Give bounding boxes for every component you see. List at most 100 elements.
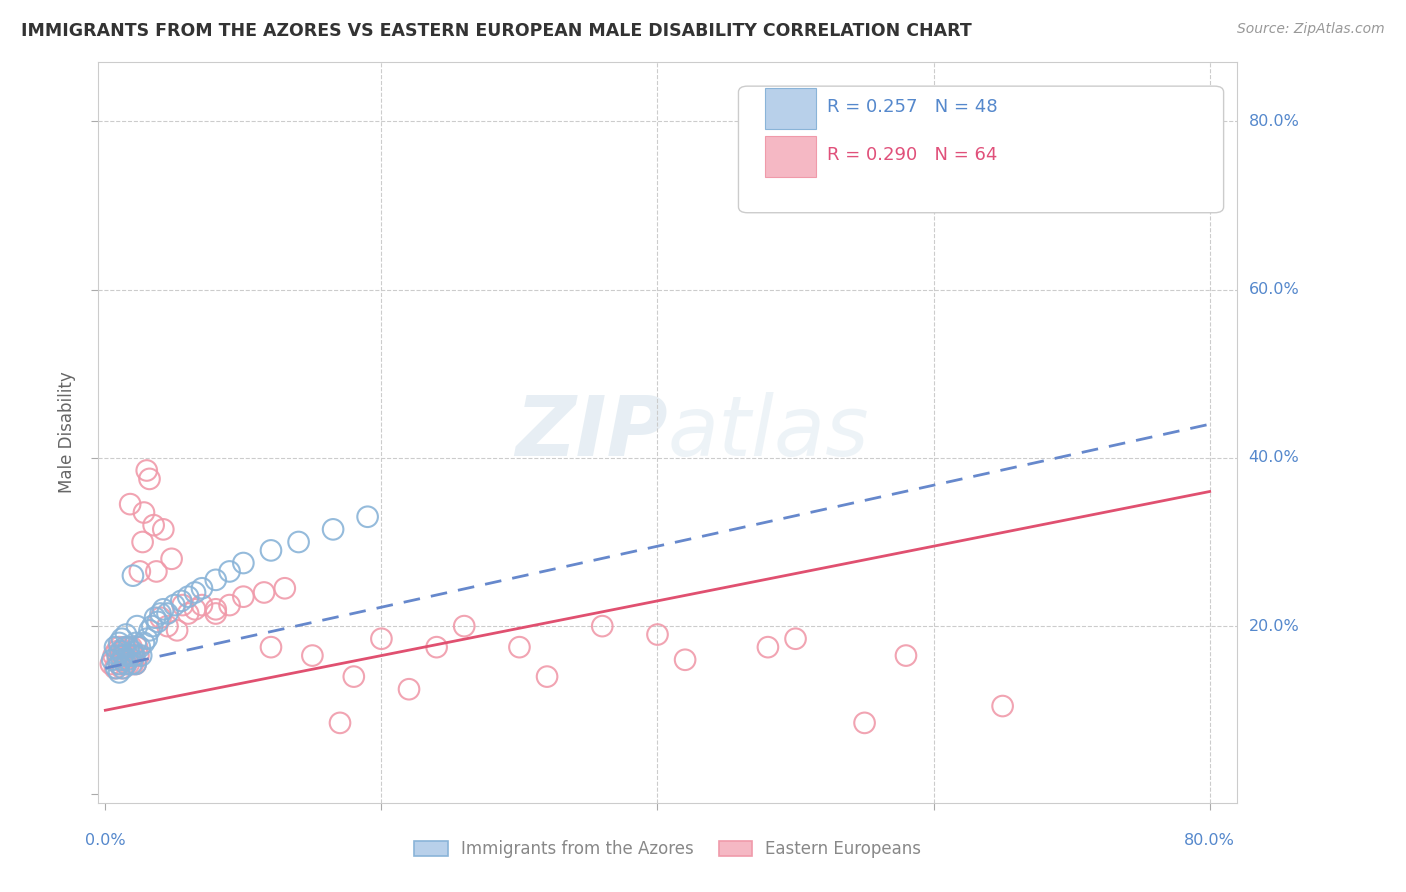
Point: [117, 653, 139, 667]
Point: [122, 657, 145, 671]
Y-axis label: Male Disability: Male Disability: [58, 372, 76, 493]
Point: [132, 506, 155, 520]
Point: [160, 551, 183, 566]
Point: [536, 670, 558, 684]
Point: [104, 640, 127, 655]
Point: [100, 657, 122, 671]
Point: [141, 619, 163, 633]
Point: [138, 624, 160, 638]
Point: [108, 640, 131, 655]
Point: [894, 648, 917, 663]
Point: [114, 640, 136, 655]
Point: [127, 648, 149, 663]
Point: [118, 657, 141, 671]
Text: 80.0%: 80.0%: [1184, 833, 1234, 848]
Point: [260, 640, 283, 655]
Legend: Immigrants from the Azores, Eastern Europeans: Immigrants from the Azores, Eastern Euro…: [408, 833, 928, 865]
Point: [177, 607, 200, 621]
Point: [184, 585, 207, 599]
Point: [120, 648, 142, 663]
Point: [673, 653, 696, 667]
Point: [152, 522, 174, 536]
Point: [125, 657, 148, 671]
Bar: [765, 136, 815, 178]
Text: 0.0%: 0.0%: [84, 833, 125, 848]
Text: 60.0%: 60.0%: [1249, 282, 1299, 297]
Point: [110, 648, 132, 663]
Point: [426, 640, 449, 655]
Point: [122, 644, 145, 658]
Point: [647, 627, 669, 641]
Point: [118, 640, 141, 655]
Point: [135, 463, 157, 477]
Point: [785, 632, 807, 646]
Point: [128, 565, 150, 579]
Point: [253, 585, 276, 599]
Point: [111, 661, 134, 675]
Point: [508, 640, 530, 655]
Point: [114, 653, 136, 667]
Point: [232, 556, 254, 570]
Point: [103, 648, 125, 663]
Text: R = 0.290   N = 64: R = 0.290 N = 64: [827, 146, 998, 164]
Point: [287, 535, 309, 549]
Point: [112, 661, 135, 675]
Text: 80.0%: 80.0%: [1249, 114, 1299, 128]
Point: [132, 636, 155, 650]
Point: [172, 598, 194, 612]
Point: [110, 644, 132, 658]
Point: [111, 632, 134, 646]
Point: [121, 640, 143, 655]
Point: [115, 657, 138, 671]
Point: [142, 518, 165, 533]
Point: [122, 648, 145, 663]
Point: [112, 648, 135, 663]
Point: [135, 632, 157, 646]
Point: [108, 657, 131, 671]
Point: [398, 682, 420, 697]
Point: [232, 590, 254, 604]
Text: 20.0%: 20.0%: [1249, 619, 1299, 633]
Point: [149, 610, 172, 624]
Point: [112, 644, 135, 658]
Point: [143, 610, 166, 624]
Point: [105, 661, 128, 675]
Point: [166, 624, 188, 638]
Point: [156, 619, 179, 633]
Point: [107, 648, 129, 663]
Point: [591, 619, 613, 633]
Text: IMMIGRANTS FROM THE AZORES VS EASTERN EUROPEAN MALE DISABILITY CORRELATION CHART: IMMIGRANTS FROM THE AZORES VS EASTERN EU…: [21, 22, 972, 40]
Point: [370, 632, 392, 646]
Point: [343, 670, 366, 684]
Bar: [765, 88, 815, 129]
Point: [149, 607, 172, 621]
Point: [107, 653, 129, 667]
Point: [101, 653, 124, 667]
Point: [156, 607, 179, 621]
Point: [124, 648, 146, 663]
Text: R = 0.257   N = 48: R = 0.257 N = 48: [827, 98, 998, 116]
Point: [125, 619, 148, 633]
Point: [115, 627, 138, 641]
Point: [125, 640, 148, 655]
Point: [115, 657, 138, 671]
Text: atlas: atlas: [668, 392, 869, 473]
Point: [260, 543, 283, 558]
FancyBboxPatch shape: [738, 87, 1223, 212]
Point: [128, 640, 150, 655]
Point: [853, 715, 876, 730]
Point: [329, 715, 352, 730]
Point: [356, 509, 378, 524]
Point: [104, 661, 127, 675]
Point: [756, 640, 779, 655]
Point: [120, 497, 142, 511]
Point: [322, 522, 344, 536]
Point: [108, 665, 131, 680]
Point: [274, 581, 297, 595]
Point: [204, 573, 226, 587]
Point: [184, 602, 207, 616]
Point: [191, 598, 214, 612]
Point: [146, 615, 169, 629]
Point: [131, 535, 153, 549]
Point: [145, 565, 167, 579]
